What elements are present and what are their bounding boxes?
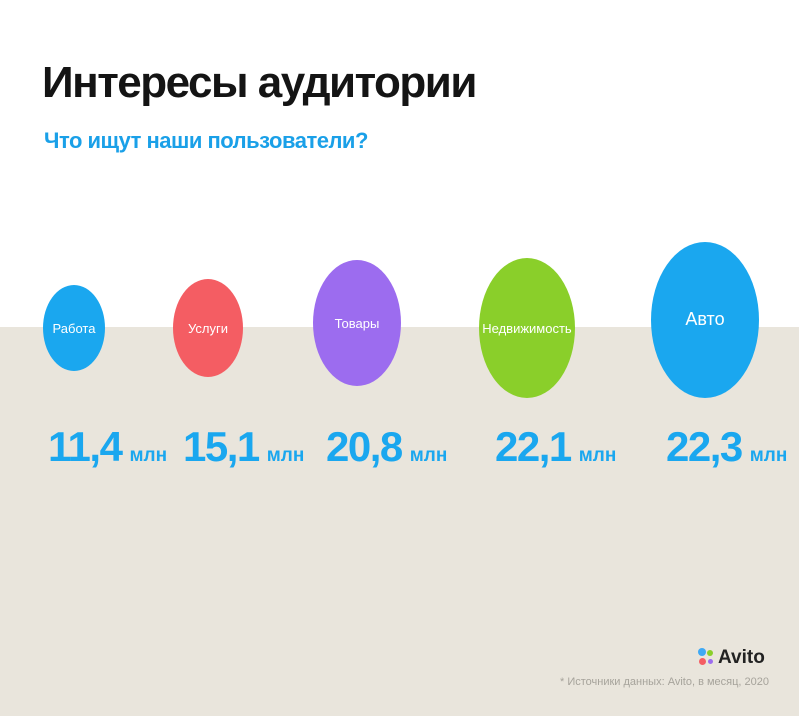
avito-logo: Avito: [698, 647, 765, 669]
bubble-3: [479, 258, 575, 398]
value-unit-4: млн: [750, 445, 788, 466]
value-number-0: 11,4: [48, 423, 124, 470]
background-band: [0, 327, 799, 716]
bubble-label-2: Товары: [335, 316, 380, 331]
bubble-4: [651, 242, 759, 398]
value-unit-0: млн: [129, 445, 167, 466]
bubble-2: [313, 260, 401, 386]
bubble-label-1: Услуги: [188, 321, 228, 336]
avito-logo-text: Avito: [718, 647, 765, 668]
value-unit-1: млн: [267, 445, 305, 466]
value-number-1: 15,1: [183, 423, 260, 470]
value-label-2: 20,8 млн: [326, 423, 447, 470]
value-unit-3: млн: [579, 445, 617, 466]
avito-logo-icon: [698, 648, 714, 668]
bubble-label-3: Недвижимость: [482, 321, 572, 336]
bubble-label-0: Работа: [53, 321, 97, 336]
value-number-4: 22,3: [666, 423, 742, 470]
bubble-label-4: Авто: [685, 309, 724, 329]
source-note: * Источники данных: Avito, в месяц, 2020: [560, 676, 769, 688]
bubble-1: [173, 279, 243, 377]
value-label-1: 15,1 млн: [183, 423, 304, 470]
page-subtitle: Что ищут наши пользователи?: [44, 128, 368, 153]
value-label-4: 22,3 млн: [666, 423, 787, 470]
bubble-0: [43, 285, 105, 371]
value-label-0: 11,4 млн: [48, 423, 167, 470]
value-number-2: 20,8: [326, 423, 403, 470]
page-title: Интересы аудитории: [42, 58, 477, 107]
value-label-3: 22,1 млн: [495, 423, 616, 470]
value-number-3: 22,1: [495, 423, 572, 470]
value-unit-2: млн: [410, 445, 448, 466]
